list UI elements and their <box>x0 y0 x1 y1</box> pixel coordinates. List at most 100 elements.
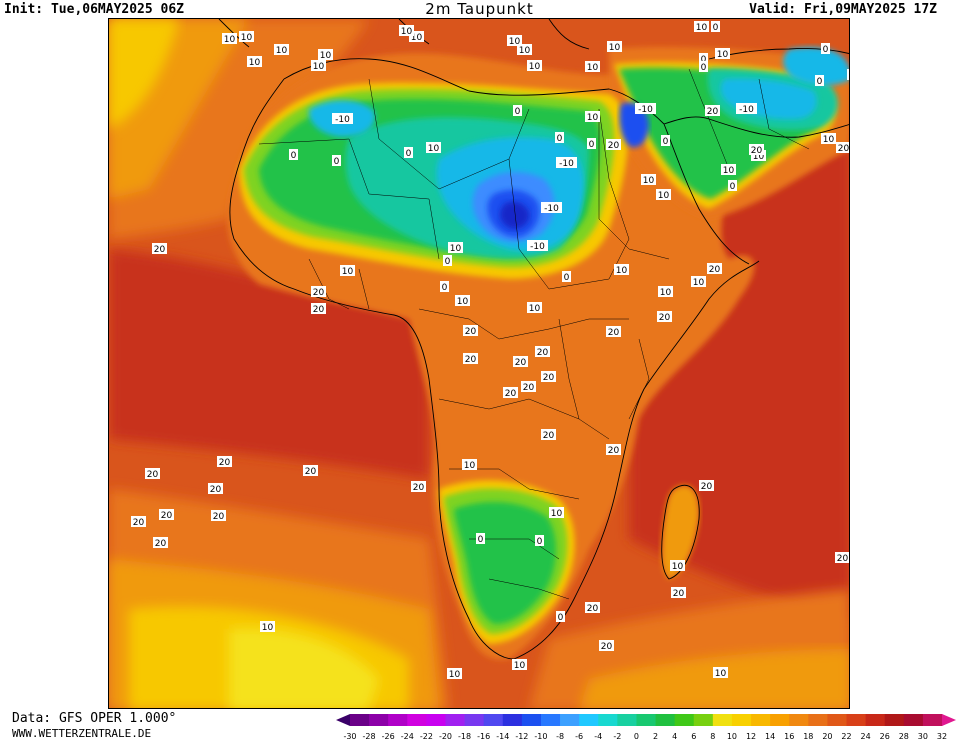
svg-text:20: 20 <box>505 389 517 399</box>
colorbar-swatch <box>636 714 656 726</box>
colorbar-tick-label: -24 <box>401 732 414 741</box>
svg-text:0: 0 <box>334 157 340 167</box>
isoline-label: -10 <box>541 202 562 214</box>
chart-title: 2m Taupunkt <box>425 0 534 18</box>
colorbar-swatch <box>922 714 943 726</box>
svg-text:20: 20 <box>601 642 613 652</box>
isoline-label: 20 <box>411 481 426 493</box>
isoline-label: 10 <box>409 31 424 43</box>
svg-text:10: 10 <box>723 166 735 176</box>
svg-text:20: 20 <box>608 141 620 151</box>
colorbar-tick-label: -16 <box>477 732 490 741</box>
colorbar-tick-label: -26 <box>382 732 395 741</box>
colorbar-swatch <box>903 714 924 726</box>
svg-text:0: 0 <box>713 23 719 33</box>
isoline-label: 10 <box>311 60 326 72</box>
isoline-label: 10 <box>340 265 355 277</box>
svg-text:10: 10 <box>509 37 521 47</box>
isoline-label: 10 <box>318 49 333 61</box>
isoline-label: 20 <box>671 587 686 599</box>
dewpoint-map: 1010101010101010101010101001001000000-10… <box>108 18 850 709</box>
isoline-label: -10 <box>556 157 577 169</box>
isoline-label: 20 <box>606 444 621 456</box>
isoline-label: 10 <box>222 33 237 45</box>
svg-text:0: 0 <box>849 71 850 81</box>
isoline-label: 20 <box>159 509 174 521</box>
isoline-label: 10 <box>670 560 685 572</box>
svg-text:-10: -10 <box>530 242 545 252</box>
isoline-label: 10 <box>715 48 730 60</box>
svg-text:0: 0 <box>478 535 484 545</box>
svg-text:20: 20 <box>659 313 671 323</box>
colorbar-swatch <box>655 714 676 726</box>
isoline-label: 20 <box>208 483 223 495</box>
isoline-label: 0 <box>815 75 824 87</box>
svg-text:20: 20 <box>838 144 850 154</box>
svg-text:0: 0 <box>817 77 823 87</box>
isoline-label: 10 <box>691 276 706 288</box>
colorbar-tick-label: -10 <box>534 732 547 741</box>
colorbar-swatch <box>502 714 523 726</box>
isoline-label: 20 <box>513 356 528 368</box>
isoline-label: 10 <box>260 621 275 633</box>
svg-text:0: 0 <box>537 537 543 547</box>
isoline-label: 10 <box>614 264 629 276</box>
colorbar-swatch <box>388 714 408 726</box>
isoline-label: 10 <box>426 142 441 154</box>
isoline-label: -10 <box>527 240 548 252</box>
isoline-label: 0 <box>699 61 708 73</box>
svg-text:10: 10 <box>658 191 670 201</box>
isoline-label: 0 <box>711 21 720 33</box>
colorbar-tick-label: 0 <box>634 732 639 741</box>
isoline-label: 0 <box>513 105 522 117</box>
colorbar-swatch <box>579 714 599 726</box>
isoline-label: 20 <box>749 144 764 156</box>
isoline-label: 10 <box>694 21 709 33</box>
colorbar-tick-label: 22 <box>841 732 851 741</box>
colorbar-swatch <box>789 714 809 726</box>
isoline-label: -10 <box>332 113 353 125</box>
isoline-label: 0 <box>587 138 596 150</box>
svg-text:0: 0 <box>730 182 736 192</box>
website: WWW.WETTERZENTRALE.DE <box>12 727 152 740</box>
isoline-label: 10 <box>549 507 564 519</box>
isoline-label: 20 <box>131 516 146 528</box>
isoline-label: 20 <box>541 429 556 441</box>
colorbar-tick-label: -20 <box>439 732 452 741</box>
svg-text:20: 20 <box>515 358 527 368</box>
svg-text:20: 20 <box>219 458 231 468</box>
isoline-label: 20 <box>145 468 160 480</box>
svg-text:20: 20 <box>313 305 325 315</box>
svg-text:10: 10 <box>643 176 655 186</box>
svg-text:20: 20 <box>413 483 425 493</box>
svg-text:10: 10 <box>529 62 541 72</box>
svg-text:20: 20 <box>465 355 477 365</box>
svg-text:20: 20 <box>210 485 222 495</box>
isoline-label: 0 <box>289 149 298 161</box>
isoline-label: 0 <box>849 41 850 53</box>
svg-text:20: 20 <box>154 245 166 255</box>
svg-text:0: 0 <box>589 140 595 150</box>
colorbar-swatch <box>846 714 867 726</box>
svg-text:-10: -10 <box>335 115 350 125</box>
svg-text:10: 10 <box>313 62 325 72</box>
colorbar-swatch <box>712 714 733 726</box>
isoline-label: 20 <box>303 465 318 477</box>
isoline-label: 20 <box>657 311 672 323</box>
isoline-label: 10 <box>448 242 463 254</box>
isoline-label: 10 <box>656 189 671 201</box>
svg-text:20: 20 <box>751 146 763 156</box>
svg-text:10: 10 <box>609 43 621 53</box>
svg-text:10: 10 <box>224 35 236 45</box>
svg-text:20: 20 <box>837 554 849 564</box>
svg-text:20: 20 <box>709 265 721 275</box>
colorbar-swatch <box>674 714 695 726</box>
isoline-label: 0 <box>476 533 485 545</box>
svg-text:20: 20 <box>213 512 225 522</box>
isoline-label: 20 <box>217 456 232 468</box>
svg-text:10: 10 <box>241 33 253 43</box>
isoline-label: -10 <box>635 103 656 115</box>
isoline-label: 10 <box>527 60 542 72</box>
svg-text:20: 20 <box>305 467 317 477</box>
isoline-label: 20 <box>707 263 722 275</box>
